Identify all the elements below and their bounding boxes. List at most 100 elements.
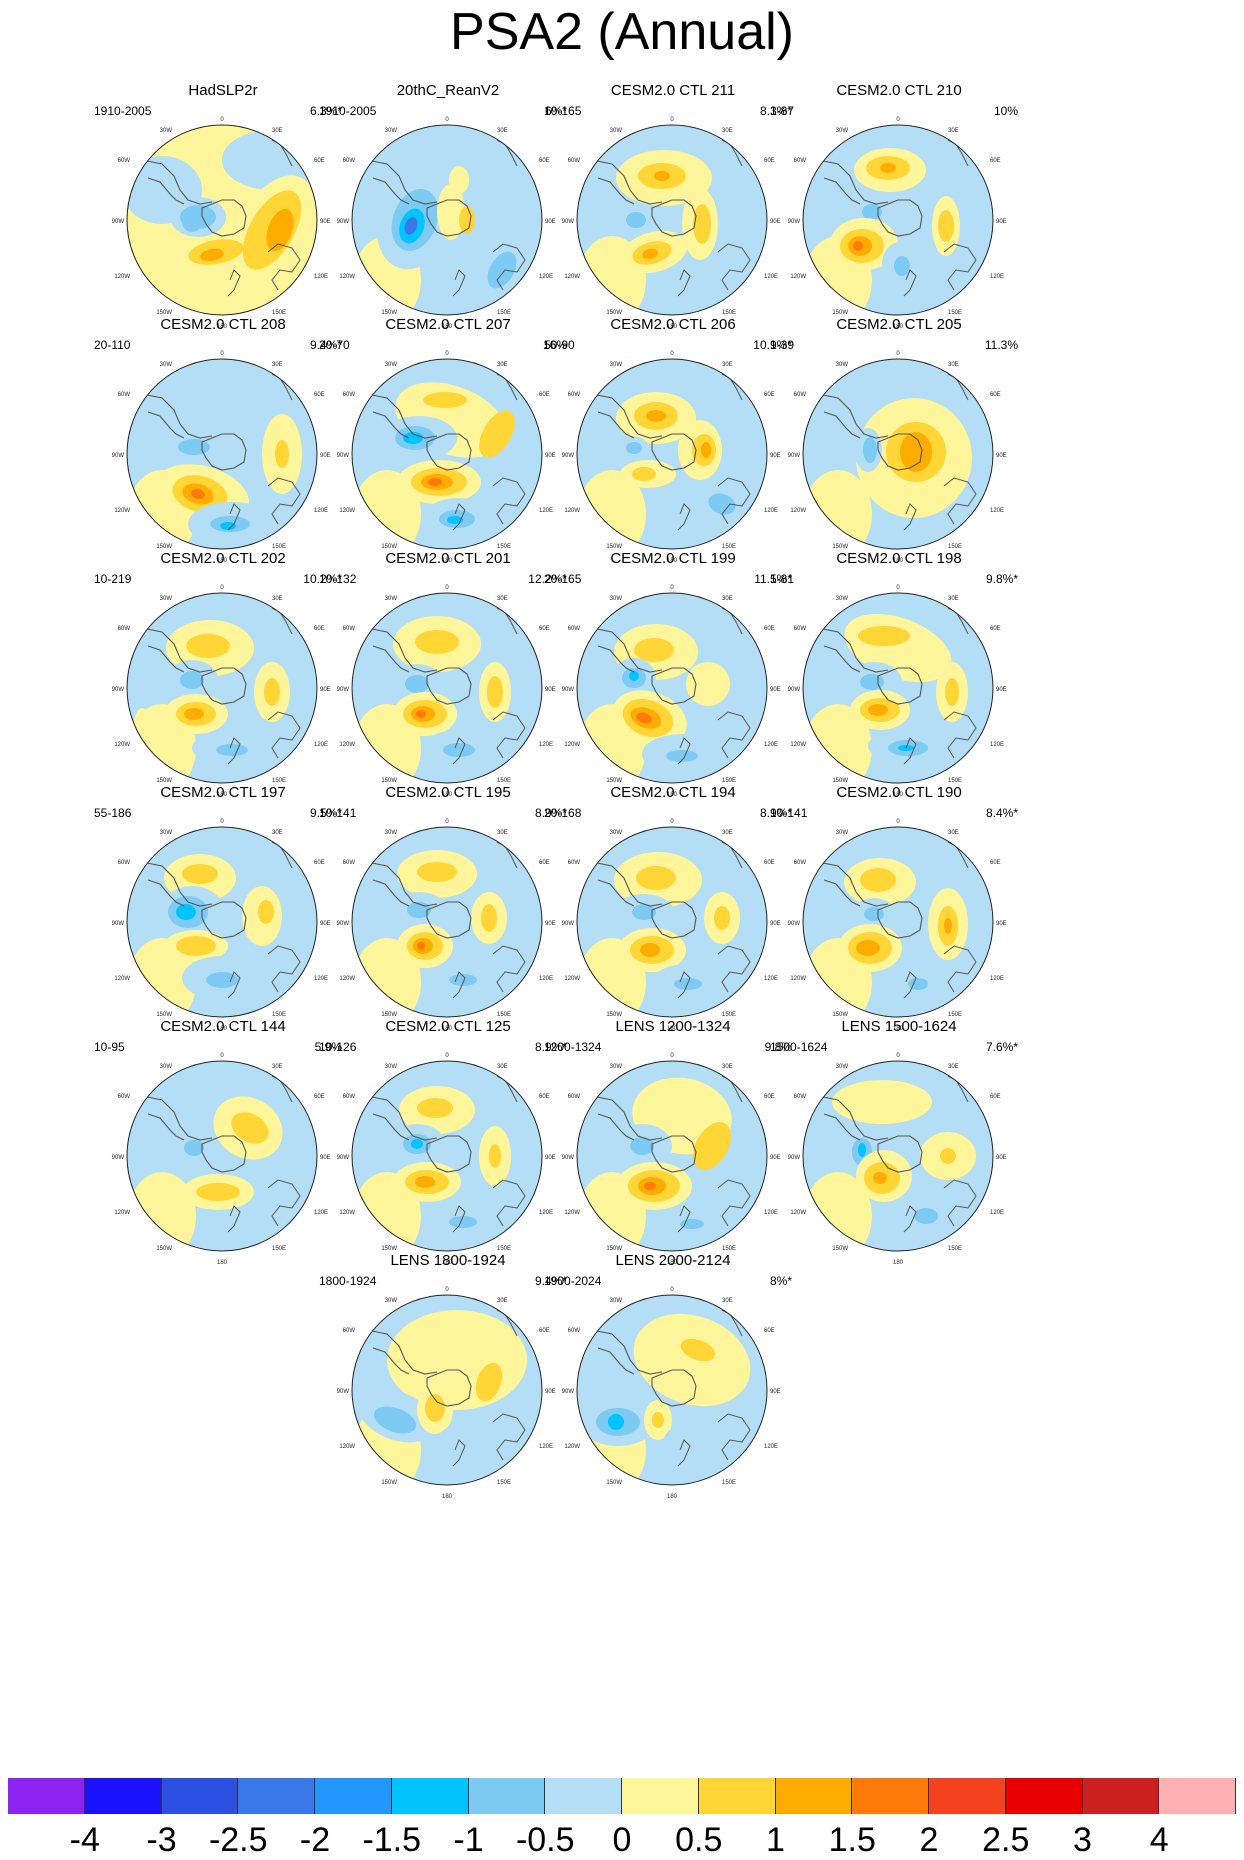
longitude-label: 30E <box>948 128 959 134</box>
map-panel: CESM2.0 CTL 190 10-141 8.4%* 0 30W 30E 60W 60E 9… <box>764 784 1034 1054</box>
longitude-label: 0 <box>445 1053 449 1059</box>
longitude-label: 60E <box>314 1094 325 1100</box>
panel-title: CESM2.0 CTL 206 <box>610 316 736 333</box>
colorbar-tick-label: 4 <box>1149 1821 1169 1859</box>
colorbar-tick-label: -4 <box>69 1821 100 1859</box>
longitude-label: 60W <box>568 626 581 632</box>
longitude-label: 120W <box>564 508 580 514</box>
longitude-label: 120W <box>790 742 806 748</box>
panel-title: CESM2.0 CTL 194 <box>610 784 736 801</box>
panel-variance-pct: 11.3% <box>984 338 1018 352</box>
panel-title: CESM2.0 CTL 199 <box>610 550 736 567</box>
panel-title: CESM2.0 CTL 202 <box>160 550 286 567</box>
longitude-label: 30E <box>497 830 508 836</box>
longitude-label: 90E <box>770 1389 781 1395</box>
longitude-label: 120E <box>314 274 328 280</box>
panel-variance-pct: 16% <box>542 338 567 352</box>
longitude-label: 30W <box>836 128 849 134</box>
polar-map: 0 30W 30E 60W 60E 90W 90E 120W 120E 150W 150E 180 <box>788 819 1007 1032</box>
longitude-label: 60E <box>539 1328 550 1334</box>
colorbar-tick-label: 0.5 <box>675 1821 723 1859</box>
colorbar-tick-label: -2 <box>299 1821 331 1859</box>
longitude-label: 60E <box>764 626 775 632</box>
panel-title: HadSLP2r <box>188 82 258 99</box>
map-panel: CESM2.0 CTL 206 50-90 10.9%* 0 30W 30E 60W 60E 9… <box>538 316 808 586</box>
longitude-label: 150W <box>381 310 397 316</box>
colorbar-segment <box>545 1778 622 1814</box>
longitude-label: 30W <box>385 596 398 602</box>
colorbar-segment <box>468 1778 546 1814</box>
longitude-label: 120W <box>339 1444 355 1450</box>
longitude-label: 90W <box>562 1389 575 1395</box>
longitude-label: 0 <box>896 117 900 123</box>
polar-map: 0 30W 30E 60W 60E 90W 90E 120W 120E 150W 150E 180 <box>112 585 331 798</box>
longitude-label: 30E <box>948 596 959 602</box>
longitude-label: 150E <box>497 1480 511 1486</box>
panel-variance-pct: 10% <box>993 104 1018 118</box>
longitude-label: 60W <box>794 1094 807 1100</box>
longitude-label: 150E <box>948 310 962 316</box>
longitude-label: 60E <box>314 626 325 632</box>
longitude-label: 150E <box>948 1012 962 1018</box>
longitude-label: 150E <box>272 1012 286 1018</box>
map-panel: LENS 2000-2124 1900-2024 8%* 0 30W 30E 60W 60E 9… <box>538 1252 808 1522</box>
longitude-label: 150E <box>497 1012 511 1018</box>
longitude-label: 30W <box>610 362 623 368</box>
panel-variance-pct: 6.3%* <box>309 104 342 118</box>
longitude-label: 180 <box>217 1026 228 1032</box>
longitude-label: 180 <box>667 792 678 798</box>
longitude-label: 150E <box>722 778 736 784</box>
longitude-label: 150E <box>497 778 511 784</box>
colorbar-segment <box>391 1778 469 1814</box>
longitude-label: 120W <box>114 742 130 748</box>
panel-title: CESM2.0 CTL 195 <box>385 784 511 801</box>
panel-years: 10-165 <box>544 104 582 118</box>
longitude-label: 30W <box>385 830 398 836</box>
longitude-label: 30E <box>497 1298 508 1304</box>
map-panel: CESM2.0 CTL 199 20-165 11.5%* 0 30W 30E 60W 60E… <box>538 550 808 820</box>
longitude-label: 120E <box>539 976 553 982</box>
longitude-label: 30E <box>722 362 733 368</box>
panel-years: 1-39 <box>770 338 795 352</box>
longitude-label: 30E <box>497 1064 508 1070</box>
polar-map: 0 30W 30E 60W 60E 90W 90E 120W 120E 150W 150E 180 <box>337 351 556 564</box>
polar-map: 0 30W 30E 60W 60E 90W 90E 120W 120E 150W 150E 180 <box>788 117 1007 330</box>
longitude-label: 90E <box>545 219 556 225</box>
longitude-label: 0 <box>670 585 674 591</box>
longitude-label: 60E <box>990 860 1001 866</box>
longitude-label: 180 <box>893 792 904 798</box>
longitude-label: 30E <box>722 1298 733 1304</box>
longitude-label: 120E <box>539 1210 553 1216</box>
longitude-label: 180 <box>217 792 228 798</box>
longitude-label: 120E <box>314 1210 328 1216</box>
longitude-label: 90W <box>337 687 350 693</box>
longitude-label: 60W <box>343 158 356 164</box>
longitude-label: 60W <box>343 626 356 632</box>
panel-years: 1800-1924 <box>319 1274 377 1288</box>
longitude-label: 180 <box>667 324 678 330</box>
longitude-label: 120W <box>114 1210 130 1216</box>
panel-variance-pct: 8.9%* <box>534 1040 567 1054</box>
panel-title: CESM2.0 CTL 211 <box>610 82 736 99</box>
longitude-label: 120E <box>314 976 328 982</box>
longitude-label: 120E <box>764 1444 778 1450</box>
longitude-label: 60E <box>314 860 325 866</box>
longitude-label: 90W <box>562 453 575 459</box>
longitude-label: 120E <box>764 742 778 748</box>
longitude-label: 0 <box>896 819 900 825</box>
panel-years: 10-132 <box>319 572 357 586</box>
panel-years: 1910-2005 <box>319 104 377 118</box>
longitude-label: 60W <box>118 392 131 398</box>
longitude-label: 150E <box>272 778 286 784</box>
longitude-label: 90E <box>545 687 556 693</box>
longitude-label: 60W <box>118 860 131 866</box>
longitude-label: 150E <box>722 1246 736 1252</box>
map-panel: CESM2.0 CTL 205 1-39 11.3% 0 30W 30E 60W 60E 90W… <box>764 316 1034 586</box>
longitude-label: 150E <box>722 1480 736 1486</box>
panel-variance-pct: 9.4%* <box>309 338 342 352</box>
colorbar-tick-label: -1.5 <box>362 1821 422 1859</box>
panel-title: LENS 1800-1924 <box>390 1252 506 1269</box>
longitude-label: 120W <box>790 1210 806 1216</box>
polar-map: 0 30W 30E 60W 60E 90W 90E 120W 120E 150W 150E 180 <box>562 117 781 330</box>
longitude-label: 180 <box>893 1260 904 1266</box>
